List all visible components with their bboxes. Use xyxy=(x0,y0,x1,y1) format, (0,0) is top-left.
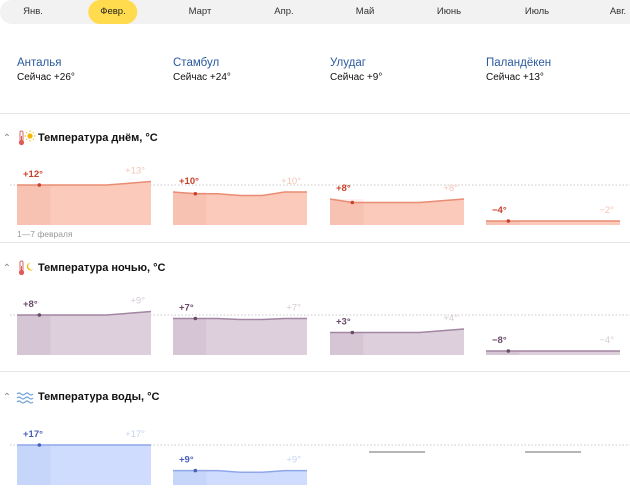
data-point xyxy=(193,316,198,321)
start-temp-label: +3° xyxy=(336,317,351,328)
data-point xyxy=(193,468,198,473)
area-fill xyxy=(173,192,307,225)
city-palandoken: Паландёкен Сейчас +13° xyxy=(486,57,551,83)
city-current-temp: Сейчас +13° xyxy=(486,72,544,83)
divider xyxy=(0,242,630,243)
start-temp-label: +8° xyxy=(23,299,38,310)
end-temp-label: +10° xyxy=(281,176,301,187)
selected-week-band xyxy=(486,221,520,225)
data-point xyxy=(37,313,42,317)
month-mar[interactable]: Март xyxy=(188,6,212,17)
city-current-temp: Сейчас +26° xyxy=(17,72,75,83)
end-temp-label: +9° xyxy=(130,296,145,307)
data-point xyxy=(350,330,355,335)
chart-water-temperature: +17° +17° +9° +9° xyxy=(10,429,630,485)
chart-night-temperature: +8° +9° +7° +7° +3° +4° −8° −4° xyxy=(10,296,630,355)
chevron-up-icon[interactable]: ⌃ xyxy=(2,262,12,274)
section-title: Температура воды, °C xyxy=(38,391,160,403)
period-caption: 1—7 февраля xyxy=(17,229,73,239)
selected-week-band xyxy=(330,199,364,225)
selected-week-band xyxy=(173,192,207,225)
chevron-up-icon[interactable]: ⌃ xyxy=(2,132,12,144)
area-fill xyxy=(173,318,307,355)
start-temp-label: +7° xyxy=(179,303,194,314)
area-fill xyxy=(486,351,620,355)
start-temp-label: +12° xyxy=(23,169,43,180)
start-temp-label: −8° xyxy=(492,335,507,346)
thermometer-moon-icon xyxy=(18,260,34,276)
city-uludag: Улудаг Сейчас +9° xyxy=(330,57,382,83)
data-point xyxy=(350,200,355,205)
city-name[interactable]: Паландёкен xyxy=(486,57,552,69)
month-apr[interactable]: Апр. xyxy=(274,6,294,17)
end-temp-label: −4° xyxy=(599,335,614,346)
month-aug[interactable]: Авг. xyxy=(609,6,627,17)
end-temp-label: −2° xyxy=(599,205,614,216)
divider xyxy=(0,371,630,372)
selected-week-band xyxy=(17,445,51,485)
month-jun[interactable]: Июнь xyxy=(436,6,462,17)
thermometer-sun-icon xyxy=(18,130,36,146)
selected-week-band xyxy=(173,470,207,485)
selected-week-band xyxy=(330,332,364,355)
selected-week-band xyxy=(17,315,51,355)
end-temp-label: +17° xyxy=(125,429,145,440)
start-temp-label: +10° xyxy=(179,176,199,187)
area-fill xyxy=(486,221,620,225)
data-point xyxy=(506,349,511,353)
chevron-up-icon[interactable]: ⌃ xyxy=(2,391,12,403)
city-name[interactable]: Улудаг xyxy=(330,57,366,69)
city-current-temp: Сейчас +24° xyxy=(173,72,231,83)
month-jul[interactable]: Июль xyxy=(524,6,550,17)
data-point xyxy=(37,443,42,447)
start-temp-label: −4° xyxy=(492,205,507,216)
start-temp-label: +8° xyxy=(336,183,351,194)
month-feb[interactable]: Февр. xyxy=(88,0,138,24)
selected-week-band xyxy=(17,185,51,225)
area-fill xyxy=(17,311,151,355)
end-temp-label: +7° xyxy=(286,303,301,314)
section-night-header: ⌃ Температура ночью, °C xyxy=(0,259,166,277)
end-temp-label: +8° xyxy=(443,183,458,194)
area-fill xyxy=(17,181,151,225)
area-fill xyxy=(173,470,307,485)
area-fill xyxy=(330,329,464,355)
section-water-header: ⌃ Температура воды, °C xyxy=(0,388,159,406)
month-jan[interactable]: Янв. xyxy=(23,6,43,17)
city-antalya: Анталья Сейчас +26° xyxy=(17,57,75,83)
chart-day-temperature: +12° +13° +10° +10° +8° +8° −4° −2° xyxy=(10,166,630,225)
end-temp-label: +9° xyxy=(286,455,301,466)
section-title: Температура ночью, °C xyxy=(38,262,166,274)
month-may[interactable]: Май xyxy=(355,6,375,17)
selected-week-band xyxy=(486,351,520,355)
section-title: Температура днём, °C xyxy=(38,132,158,144)
area-fill xyxy=(17,445,151,485)
selected-week-band xyxy=(173,318,207,355)
city-istanbul: Стамбул Сейчас +24° xyxy=(173,57,231,83)
water-waves-icon xyxy=(16,392,34,404)
end-temp-label: +13° xyxy=(125,166,145,177)
area-fill xyxy=(330,199,464,225)
section-day-header: ⌃ Температура днём, °C xyxy=(0,129,158,147)
month-selector: Янв. Февр. Март Апр. Май Июнь Июль Авг. xyxy=(0,0,630,24)
data-point xyxy=(193,191,198,196)
city-name[interactable]: Анталья xyxy=(17,57,62,69)
data-point xyxy=(37,183,42,187)
city-current-temp: Сейчас +9° xyxy=(330,72,383,83)
start-temp-label: +17° xyxy=(23,429,43,440)
start-temp-label: +9° xyxy=(179,455,194,466)
divider xyxy=(0,113,630,114)
data-point xyxy=(506,219,511,223)
end-temp-label: +4° xyxy=(443,313,458,324)
city-name[interactable]: Стамбул xyxy=(173,57,220,69)
